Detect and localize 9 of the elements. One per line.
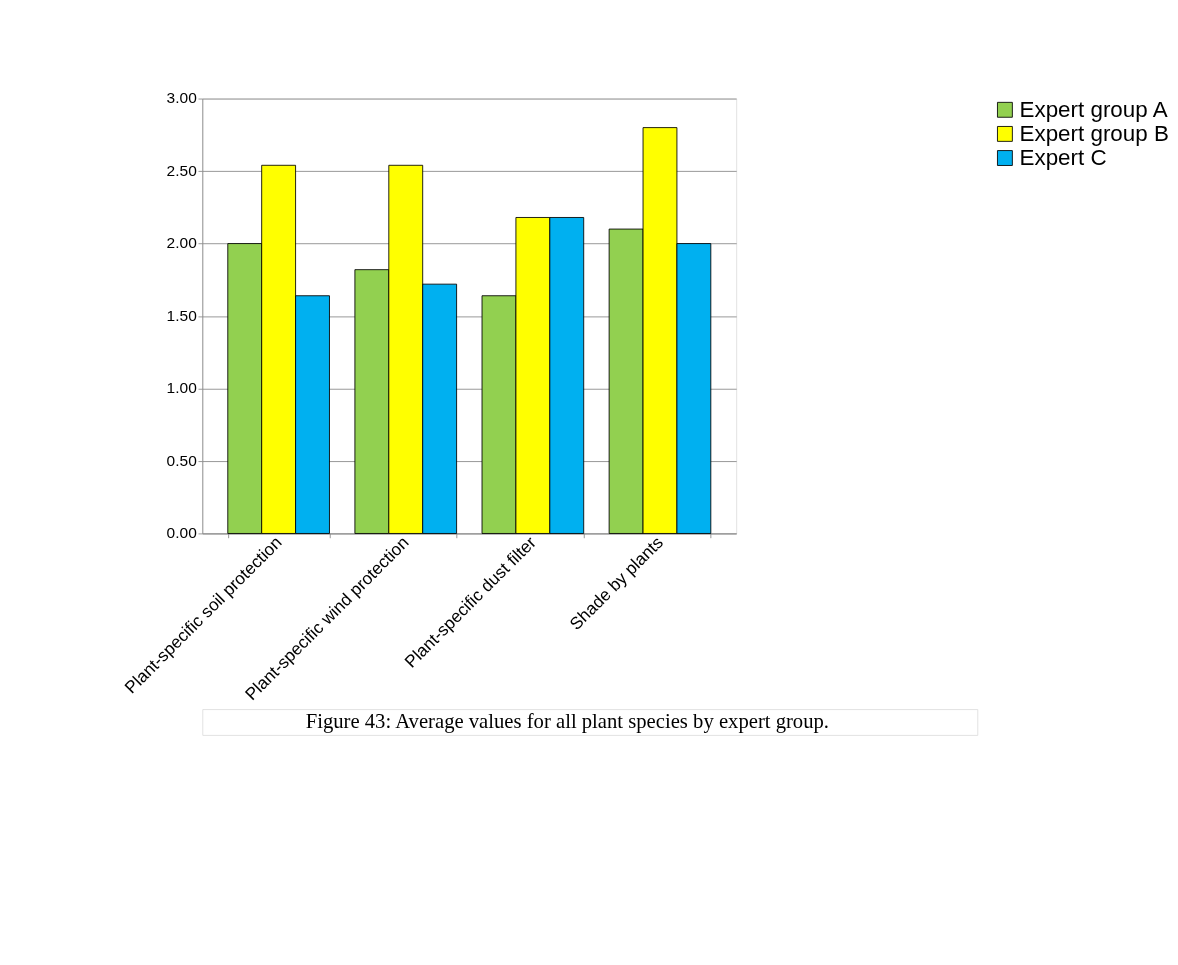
legend-label: Expert group A [1019, 96, 1168, 122]
y-tick-label: 1.50 [166, 306, 198, 324]
y-tick-label: 2.00 [166, 234, 198, 252]
y-tick-label: 2.50 [166, 161, 198, 179]
y-tick-label: 1.00 [166, 379, 198, 397]
y-tick-label: 0.00 [166, 524, 198, 542]
y-tick-label: 0.50 [166, 451, 198, 469]
caption: Figure 43: Average values for all plant species by expert group. [305, 710, 830, 734]
y-tick-label: 3.00 [166, 89, 198, 107]
